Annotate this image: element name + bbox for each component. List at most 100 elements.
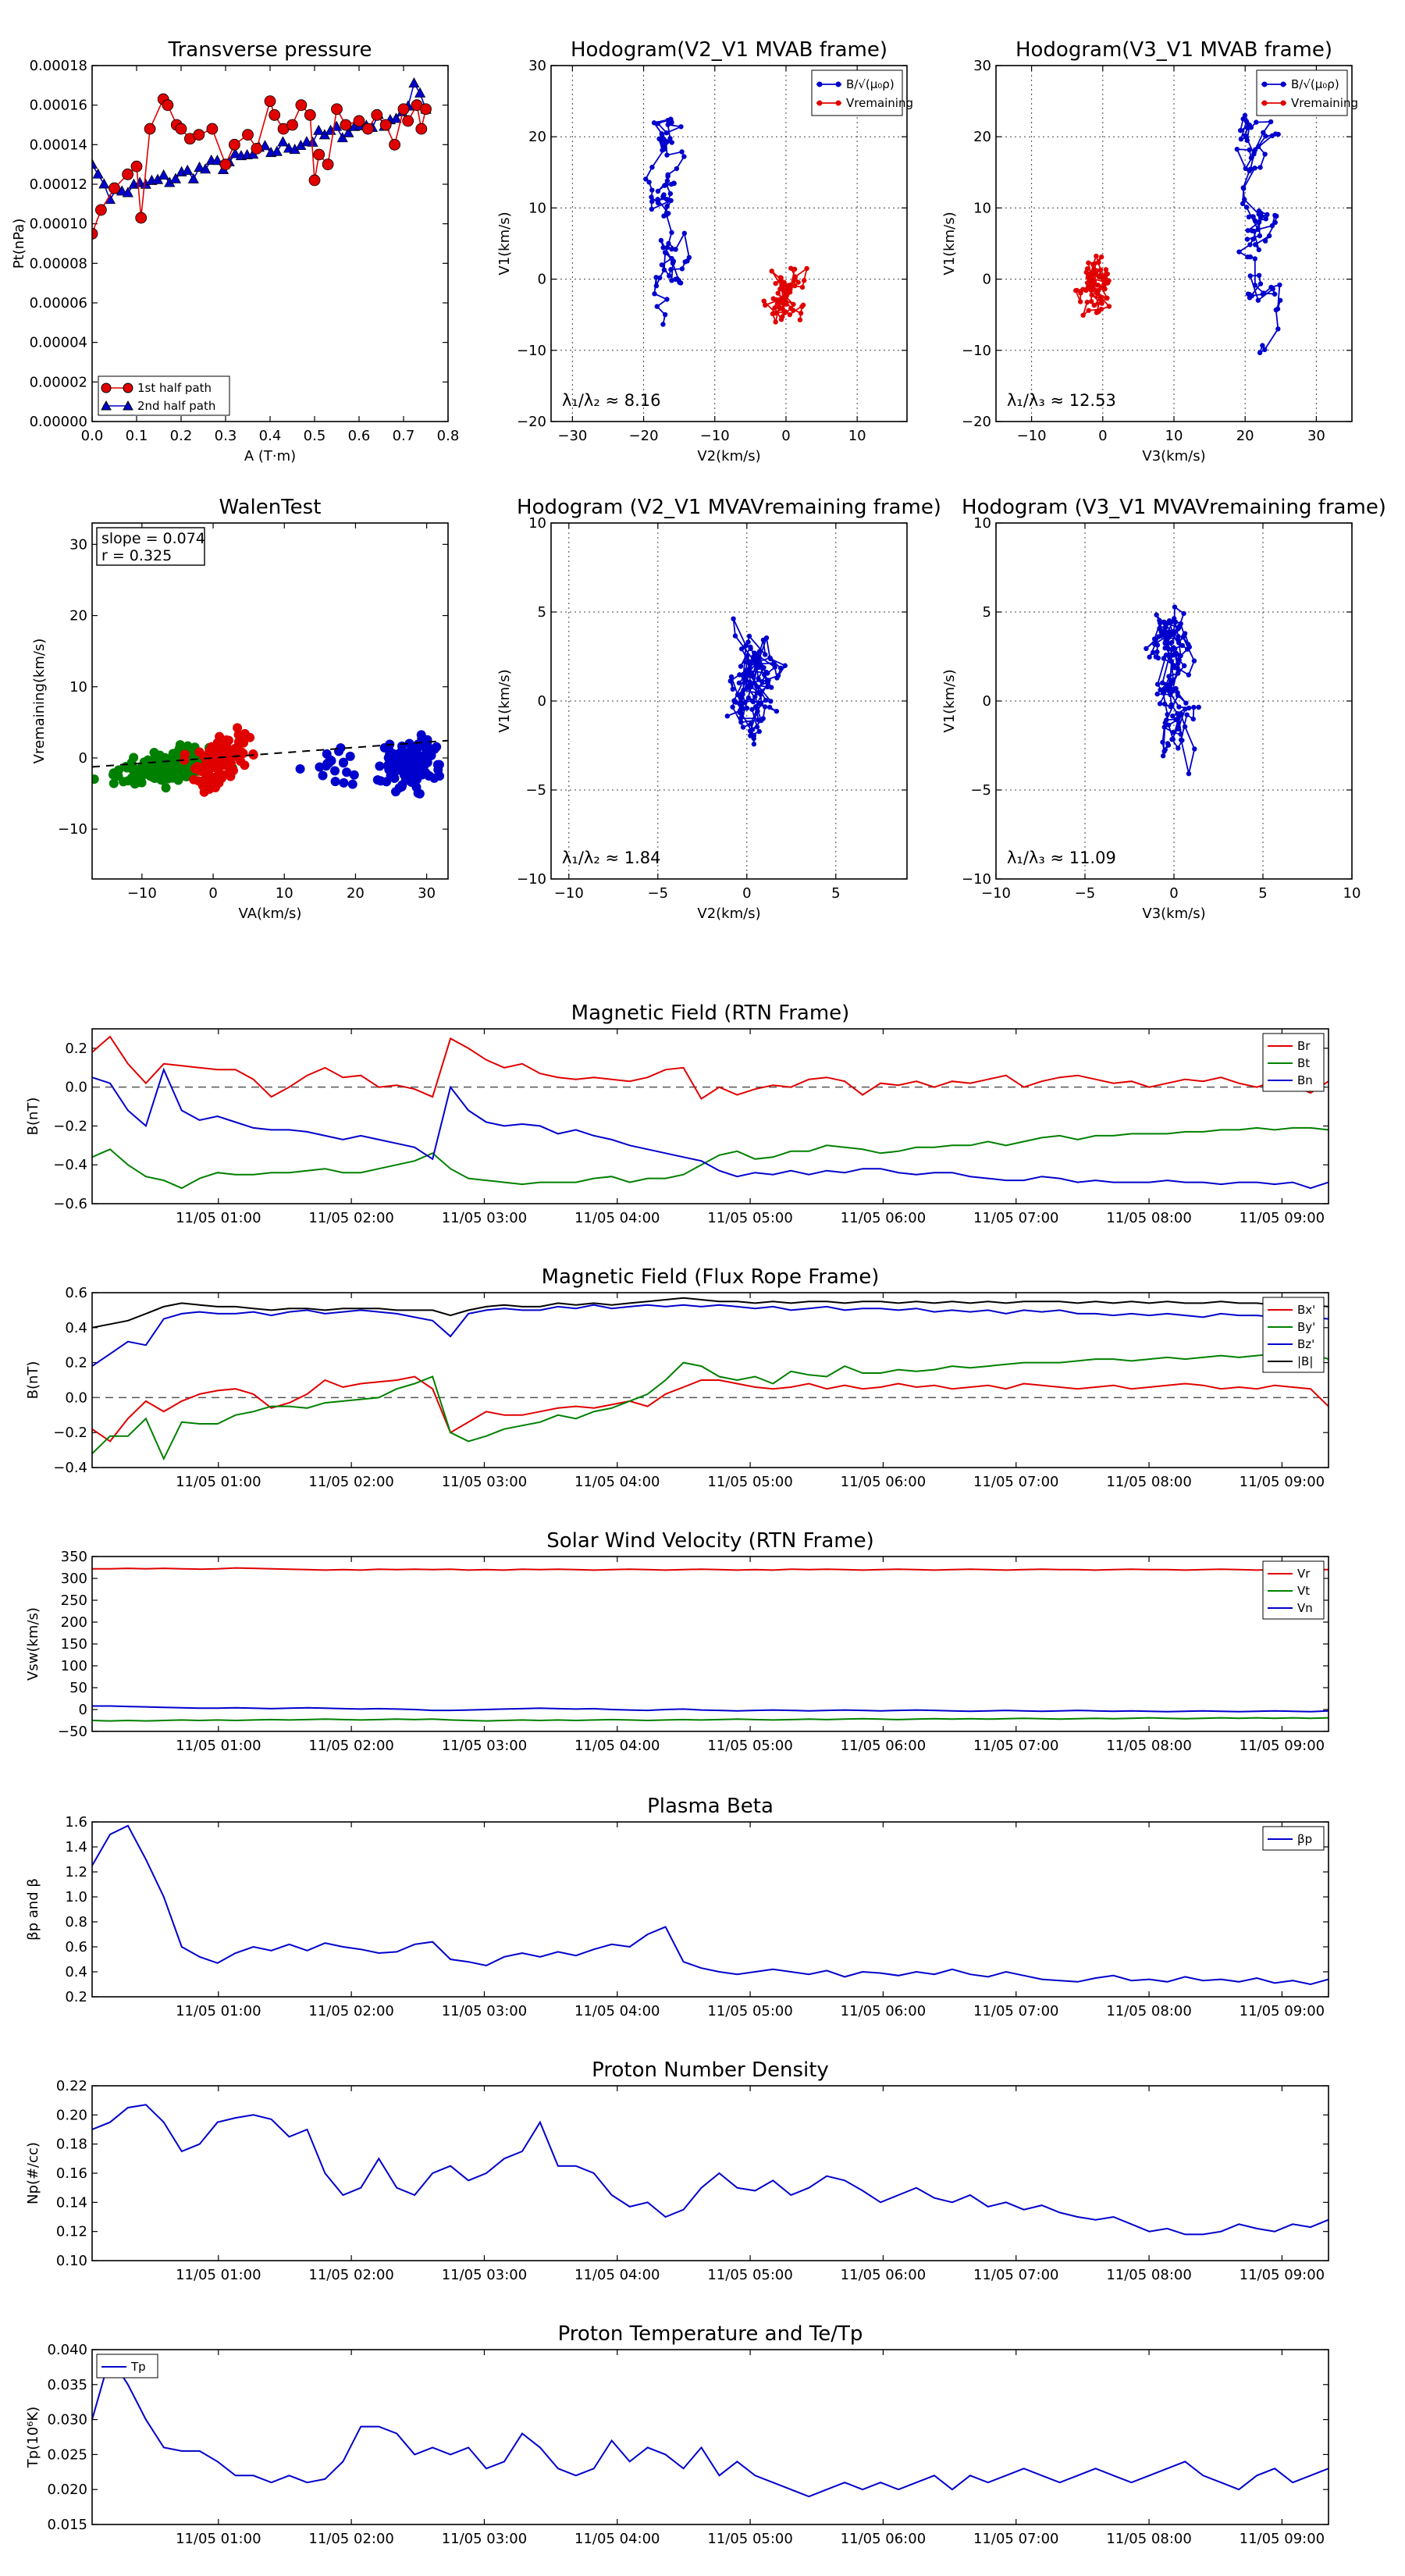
hodo-v2v1-mvab-b-point	[662, 250, 668, 255]
brtn-ytick-label: −0.2	[53, 1118, 87, 1134]
hodo-v2v1-mvab-v-point	[799, 284, 806, 290]
brtn-series	[92, 1035, 1329, 1190]
hodo-v3v1-mvav-xtick-label: 10	[1343, 885, 1361, 902]
tp-ytick-label: 0.040	[47, 2342, 87, 2358]
hodo-v3v1-mvav-b-point	[1163, 624, 1168, 630]
brtn-xtick-label: 11/05 02:00	[308, 1210, 393, 1226]
hodo-v3v1-mvav-b-point	[1154, 612, 1159, 617]
hodo-v3v1-mvav-b-point	[1168, 646, 1175, 653]
vsw-frame	[91, 1556, 1329, 1732]
pt-second-half-marker	[212, 155, 223, 165]
hodo-v2v1-mvab-b-point	[674, 165, 680, 172]
hodo-v2v1-mvav-b-point	[748, 721, 754, 727]
pt-ytick-label: 0.00002	[30, 374, 87, 390]
hodo-v3v1-mvab-b-point	[1249, 293, 1255, 299]
bfr-legend: Bx' By' Bz' |B|	[1262, 1297, 1325, 1373]
hodo-v3v1-mvav-b-point	[1147, 654, 1152, 660]
walen-point-blue	[421, 751, 431, 761]
vsw-xtick-label: 11/05 09:00	[1240, 1738, 1325, 1754]
hodo-v3v1-mvab-v-point	[1103, 267, 1109, 272]
pt-ytick-label: 0.00018	[30, 58, 87, 74]
hodo-v2v1-mvab-v-point	[773, 280, 778, 286]
hodo-v3v1-mvav-b-point	[1172, 665, 1178, 671]
beta-series	[92, 1824, 1329, 1986]
walen-point-red	[197, 781, 208, 791]
walen-point-blue	[384, 765, 394, 775]
hodo-v3v1-mvab-b-point	[1272, 291, 1278, 297]
np-xtick-label: 11/05 01:00	[176, 2267, 261, 2283]
hodo-v2v1-mvab-v-point	[791, 308, 796, 313]
hodo-v2v1-mvab-b-point	[669, 229, 674, 236]
brtn-xtick-label: 11/05 03:00	[442, 1210, 527, 1226]
hodo-v2v1-mvab-b-point	[649, 206, 655, 212]
walen-point-blue	[418, 738, 429, 748]
hodo-v3v1-mvab-b-point	[1274, 213, 1279, 219]
beta-ytick-label: 0.6	[65, 1939, 87, 1955]
legend-label: Bx'	[1297, 1303, 1315, 1317]
pt-first-half-marker	[389, 138, 401, 151]
pt-first-half-marker	[402, 115, 414, 127]
walen-point-red	[237, 747, 247, 757]
beta-ytick-label: 1.2	[65, 1864, 87, 1880]
hodo-v2v1-mvab-b-point	[659, 262, 665, 268]
hodo-v3v1-mvav-b-point	[1162, 747, 1168, 753]
hodo-v3v1-mvab-v-point	[1092, 261, 1097, 266]
y-axis-label: B(nT)	[25, 1361, 41, 1400]
pt-first-half-marker	[269, 109, 281, 121]
hodo-v3v1-mvav-b-point	[1162, 720, 1168, 726]
hodo-v2v1-mvab-b-point	[664, 297, 670, 302]
hodo-v3v1-mvab-v-point	[1087, 280, 1093, 286]
hodo-v2v1-mvav-b-point	[727, 678, 733, 684]
vsw-series	[92, 1567, 1329, 1722]
hodo-v3v1-mvav-b-point	[1183, 706, 1188, 712]
hodo-v3v1-mvav-b-point	[1179, 642, 1186, 649]
hodo-v2v1-mvav-b-point	[736, 680, 742, 686]
np-ytick-label: 0.16	[56, 2165, 87, 2182]
bfr-ytick-label: 0.2	[65, 1355, 87, 1372]
hodo-v2v1-mvav-b-point	[744, 653, 750, 660]
hodo-v3v1-mvav-b-point	[1168, 702, 1175, 707]
hodo-v3v1-mvab-v-point	[1074, 287, 1080, 294]
walen-point-blue	[400, 754, 410, 764]
ratio-annotation: λ₁/λ₂ ≈ 1.84	[562, 849, 660, 867]
hodo-v3v1-mvav-b-point	[1170, 677, 1176, 683]
hodo-v3v1-mvab-v-point	[1099, 285, 1104, 290]
hodo-v3v1-mvav-xtick-label: −5	[1075, 885, 1096, 902]
hodo-v3v1-mvab-b-point	[1244, 237, 1250, 242]
hodo-v2v1-mvav-b-point	[768, 699, 774, 704]
chart-title: Hodogram(V3_V1 MVAB frame)	[1016, 38, 1332, 62]
np-xtick-label: 11/05 05:00	[707, 2267, 792, 2283]
pt-second-half-marker	[343, 126, 354, 137]
legend-label: |B|	[1297, 1354, 1313, 1368]
brtn-xtick-label: 11/05 01:00	[176, 1210, 261, 1226]
hodo-v2v1-mvav-b-point	[745, 685, 751, 690]
hodo-v3v1-mvav-b-point	[1186, 770, 1192, 777]
hodo-v3v1-mvav-b-point	[1184, 712, 1190, 717]
pt-second-half-marker	[92, 168, 104, 179]
hodo-v3v1-mvab-b-point	[1257, 165, 1263, 170]
hodo-v2v1-mvav-ytick-label: 5	[538, 604, 546, 621]
pt-first-half-marker	[135, 212, 148, 224]
hodo-v3v1-mvab-b-point	[1268, 119, 1274, 125]
y-axis-label: Vsw(km/s)	[25, 1607, 41, 1681]
walen-point-blue	[405, 774, 415, 784]
np-xtick-label: 11/05 08:00	[1106, 2267, 1191, 2283]
hodo-v3v1-mvab-b-point	[1266, 233, 1272, 239]
walen-point-blue	[349, 770, 359, 780]
pt-second-half-marker	[98, 178, 110, 189]
chart-hodo-v2v1-mvav: Hodogram (V2_V1 MVAVremaining frame)−10−…	[496, 496, 941, 922]
legend-label: Vremaining	[846, 96, 913, 110]
hodo-v2v1-mvav-b-point	[740, 724, 746, 730]
hodo-v2v1-mvav-b-point	[751, 742, 757, 747]
hodo-v2v1-mvav-b-point	[746, 633, 752, 639]
hodo-v3v1-mvab-b-point	[1252, 165, 1257, 171]
legend-label: Vn	[1297, 1601, 1313, 1615]
pt-first-half-marker	[371, 109, 383, 121]
brtn-ytick-label: 0.2	[65, 1041, 87, 1057]
hodo-v2v1-mvav-b-point	[750, 727, 756, 732]
hodo-v2v1-mvav-b-point	[744, 659, 749, 665]
beta-frame	[91, 1821, 1329, 1998]
hodo-v2v1-mvab-v-point	[788, 265, 794, 271]
hodo-v3v1-mvab-v-point	[1091, 279, 1097, 284]
walen-point-green	[92, 774, 99, 785]
